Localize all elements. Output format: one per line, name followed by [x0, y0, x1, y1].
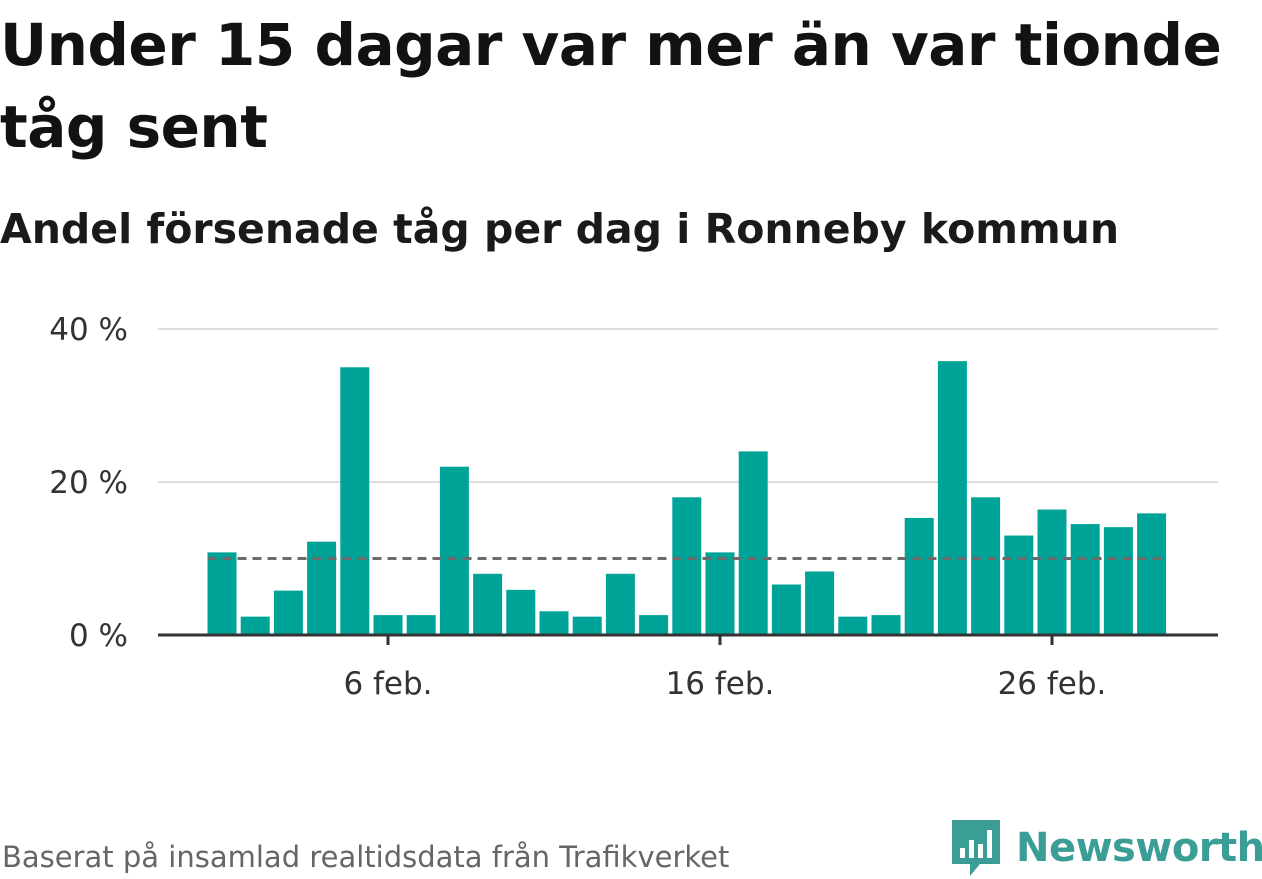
- logo-bar-3: [978, 844, 983, 858]
- bar: [705, 552, 735, 635]
- bar: [539, 611, 569, 635]
- chart-subtitle: Andel försenade tåg per dag i Ronneby ko…: [0, 205, 1120, 253]
- bar: [1137, 513, 1167, 635]
- bar: [1103, 527, 1133, 635]
- bar: [672, 497, 702, 635]
- bar: [406, 615, 436, 635]
- bar: [439, 466, 469, 635]
- brand-logo-group: Newsworthy: [950, 818, 1262, 878]
- bar: [1004, 535, 1034, 635]
- bar: [904, 517, 934, 635]
- bar: [971, 497, 1001, 635]
- bar-chart-speech-bubble-icon: [952, 820, 1000, 876]
- bar: [838, 616, 868, 635]
- bar: [340, 367, 370, 635]
- bar: [307, 541, 337, 635]
- bar: [605, 573, 635, 635]
- bar: [207, 552, 237, 635]
- bar: [1070, 524, 1100, 635]
- bars: [207, 361, 1167, 635]
- bar: [1037, 509, 1067, 635]
- x-tick-label: 6 feb.: [343, 666, 432, 702]
- bar: [572, 616, 602, 635]
- logo-bubble-shape: [952, 820, 1000, 876]
- logo-bar-2: [969, 840, 974, 858]
- source-note: Baserat på insamlad realtidsdata från Tr…: [2, 840, 730, 874]
- bar: [373, 615, 403, 635]
- bar: [639, 615, 669, 635]
- bar: [738, 451, 768, 635]
- chart-title: Under 15 dagar var mer än var tionde tåg…: [0, 11, 1222, 161]
- bar: [805, 571, 835, 635]
- logo-bar-4: [987, 830, 992, 858]
- brand-name: Newsworthy: [1016, 825, 1262, 871]
- logo-bar-1: [960, 848, 965, 858]
- bar: [871, 615, 901, 635]
- x-tick-label: 16 feb.: [666, 666, 775, 702]
- bar: [771, 584, 801, 635]
- bar: [273, 590, 303, 635]
- y-tick-label: 40 %: [49, 312, 128, 348]
- bar: [937, 361, 967, 635]
- bar: [506, 589, 536, 635]
- bar: [473, 573, 503, 635]
- bar: [240, 616, 270, 635]
- x-tick-label: 26 feb.: [998, 666, 1107, 702]
- x-axis: 6 feb. 16 feb. 26 feb.: [158, 633, 1218, 702]
- y-tick-label: 20 %: [49, 465, 128, 501]
- y-tick-label: 0 %: [69, 618, 128, 654]
- grid-lines: 0 % 20 % 40 %: [49, 312, 1218, 654]
